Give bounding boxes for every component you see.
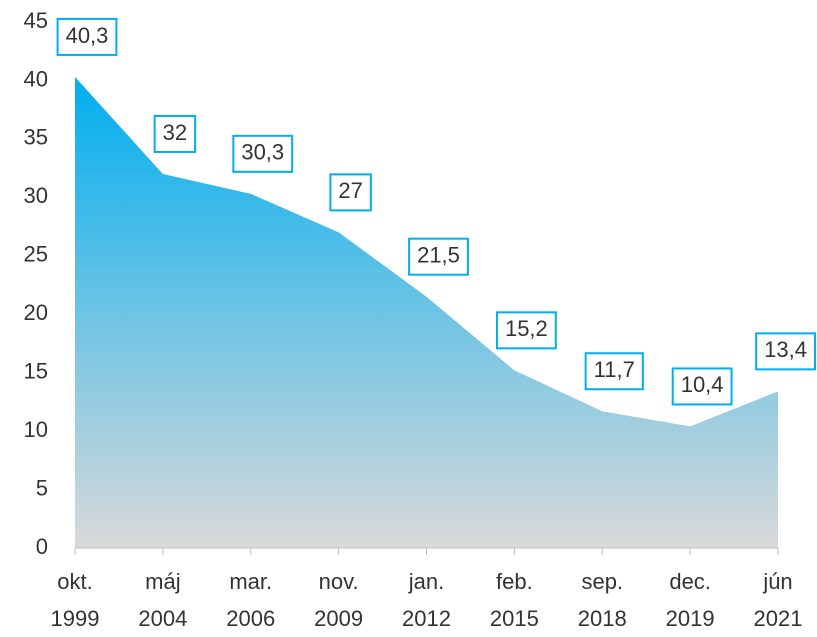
y-tick-label: 10 (24, 417, 48, 442)
x-tick-label: jún (762, 569, 792, 594)
data-label-box (56, 17, 118, 56)
data-label: 15,2 (505, 316, 548, 341)
x-tick-label: nov. (319, 569, 359, 594)
data-label: 27 (338, 178, 362, 203)
data-label-box (408, 237, 469, 276)
y-tick-label: 40 (24, 66, 48, 91)
x-tick-label: 2021 (754, 606, 803, 631)
data-label: 32 (163, 120, 187, 145)
x-tick-label: 2019 (666, 606, 715, 631)
data-label: 21,5 (417, 243, 460, 268)
x-tick-label: okt. (57, 569, 92, 594)
y-tick-label: 15 (24, 358, 48, 383)
x-tick-label: 1999 (51, 606, 100, 631)
data-label: 40,3 (66, 23, 109, 48)
x-tick-label: sep. (581, 569, 623, 594)
data-label: 13,4 (764, 337, 807, 362)
data-label-box (495, 311, 557, 350)
data-label: 30,3 (241, 140, 284, 165)
data-label-box (584, 352, 644, 391)
y-tick-label: 25 (24, 242, 48, 267)
data-label: 10,4 (681, 372, 724, 397)
y-tick-label: 35 (24, 125, 48, 150)
x-tick-label: máj (145, 569, 180, 594)
y-tick-label: 20 (24, 300, 48, 325)
x-tick-label: mar. (229, 569, 272, 594)
data-label-box (755, 332, 816, 371)
y-tick-label: 30 (24, 183, 48, 208)
x-tick-label: 2015 (490, 606, 539, 631)
x-tick-label: 2006 (226, 606, 275, 631)
y-tick-label: 0 (36, 534, 48, 559)
data-label-box (329, 173, 372, 212)
x-tick-label: jan. (408, 569, 444, 594)
x-tick-label: feb. (496, 569, 533, 594)
x-tick-label: 2004 (138, 606, 187, 631)
data-label-box (671, 367, 733, 406)
x-tick-label: 2018 (578, 606, 627, 631)
data-label-box (232, 134, 294, 173)
y-tick-label: 45 (24, 8, 48, 33)
data-label-box (153, 114, 197, 153)
x-tick-label: dec. (669, 569, 711, 594)
x-tick-label: 2012 (402, 606, 451, 631)
y-tick-label: 5 (36, 475, 48, 500)
data-label: 11,7 (594, 357, 635, 382)
x-tick-label: 2009 (314, 606, 363, 631)
area (75, 76, 778, 548)
